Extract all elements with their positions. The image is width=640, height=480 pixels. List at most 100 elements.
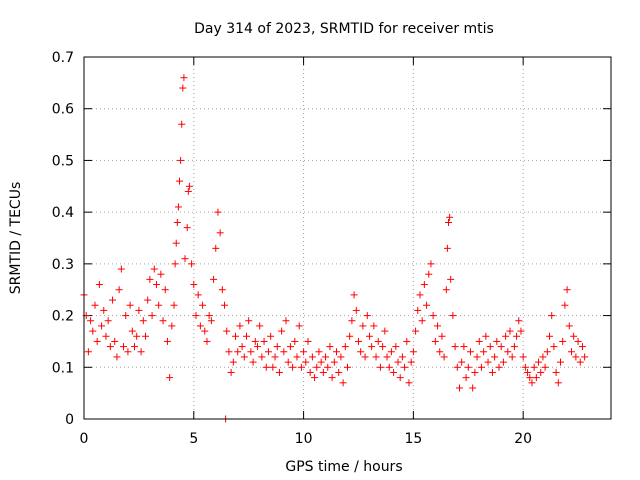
- data-point: [475, 337, 483, 345]
- data-point: [431, 337, 439, 345]
- data-point: [350, 291, 358, 299]
- data-point: [212, 244, 220, 252]
- data-point: [141, 332, 149, 340]
- data-point: [565, 322, 573, 330]
- data-point: [253, 343, 261, 351]
- data-point: [313, 363, 321, 371]
- data-point: [251, 337, 259, 345]
- data-point: [302, 358, 310, 366]
- data-point: [115, 286, 123, 294]
- data-point: [188, 260, 196, 268]
- data-point: [488, 368, 496, 376]
- data-point: [436, 348, 444, 356]
- data-point: [570, 332, 578, 340]
- data-point: [469, 384, 477, 392]
- data-point: [280, 348, 288, 356]
- data-point: [578, 343, 586, 351]
- data-point: [365, 332, 373, 340]
- data-point: [210, 275, 218, 283]
- data-point: [403, 337, 411, 345]
- data-point: [109, 296, 117, 304]
- data-point: [199, 301, 207, 309]
- data-point: [521, 363, 529, 371]
- data-point: [157, 270, 165, 278]
- data-point: [412, 327, 420, 335]
- data-point: [144, 296, 152, 304]
- data-point: [196, 322, 204, 330]
- data-point: [291, 337, 299, 345]
- data-point: [447, 275, 455, 283]
- data-point: [504, 348, 512, 356]
- data-point: [480, 348, 488, 356]
- data-point: [508, 353, 516, 361]
- data-point: [333, 348, 341, 356]
- data-point: [535, 358, 543, 366]
- data-point: [392, 343, 400, 351]
- data-point: [376, 363, 384, 371]
- data-point: [304, 337, 312, 345]
- data-point: [315, 348, 323, 356]
- data-point: [418, 317, 426, 325]
- data-point: [308, 353, 316, 361]
- data-point: [462, 374, 470, 382]
- data-point: [464, 363, 472, 371]
- data-point: [440, 353, 448, 361]
- chart-title: Day 314 of 2023, SRMTID for receiver mti…: [194, 21, 494, 37]
- data-point: [273, 343, 281, 351]
- data-point: [214, 208, 222, 216]
- data-point: [499, 358, 507, 366]
- x-tick-label: 10: [295, 431, 313, 447]
- data-point: [473, 353, 481, 361]
- data-point: [194, 291, 202, 299]
- data-point: [341, 343, 349, 351]
- data-point: [113, 353, 121, 361]
- data-point: [122, 312, 130, 320]
- data-point: [361, 353, 369, 361]
- data-point: [282, 317, 290, 325]
- data-point: [339, 379, 347, 387]
- data-point: [180, 74, 188, 82]
- data-point: [91, 301, 99, 309]
- data-point: [89, 327, 97, 335]
- data-point: [328, 374, 336, 382]
- data-point: [484, 358, 492, 366]
- data-point: [537, 368, 545, 376]
- data-point: [242, 332, 250, 340]
- data-point: [354, 337, 362, 345]
- data-point: [572, 353, 580, 361]
- data-point: [574, 337, 582, 345]
- data-point: [177, 156, 185, 164]
- data-point: [216, 229, 224, 237]
- data-point: [284, 358, 292, 366]
- data-point: [319, 368, 327, 376]
- data-point: [550, 343, 558, 351]
- data-point: [181, 255, 189, 263]
- data-point: [100, 306, 108, 314]
- data-point: [513, 332, 521, 340]
- data-point: [185, 182, 193, 190]
- data-point: [148, 312, 156, 320]
- data-point: [528, 379, 536, 387]
- data-point: [466, 348, 474, 356]
- data-point: [372, 353, 380, 361]
- data-point: [171, 260, 179, 268]
- data-point: [264, 348, 272, 356]
- data-point: [407, 358, 415, 366]
- data-point: [394, 358, 402, 366]
- data-point: [174, 203, 182, 211]
- data-point: [423, 301, 431, 309]
- data-point: [293, 353, 301, 361]
- data-point: [87, 317, 95, 325]
- data-point: [221, 301, 229, 309]
- data-point: [398, 353, 406, 361]
- data-point: [425, 270, 433, 278]
- data-point: [359, 322, 367, 330]
- data-point: [379, 343, 387, 351]
- data-points: [80, 74, 589, 423]
- data-point: [458, 358, 466, 366]
- data-point: [245, 317, 253, 325]
- data-point: [179, 84, 187, 92]
- data-point: [275, 368, 283, 376]
- data-point: [383, 353, 391, 361]
- data-point: [443, 244, 451, 252]
